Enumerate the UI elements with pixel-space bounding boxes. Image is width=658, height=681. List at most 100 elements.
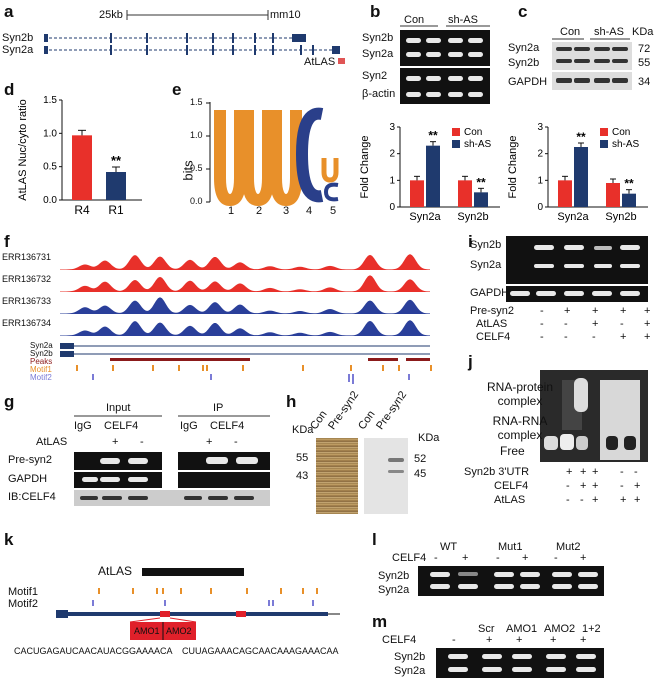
cond-mark: - — [564, 331, 568, 343]
bar — [72, 135, 92, 200]
y-axis-label: Fold Change — [359, 136, 371, 199]
western-blot — [552, 72, 632, 90]
position-label: 1 — [228, 205, 235, 217]
motif-logo — [206, 102, 339, 207]
tick-label: 0.5 — [43, 162, 57, 173]
coverage-track — [60, 275, 430, 292]
bar — [474, 192, 488, 207]
cond-label: CELF4 — [382, 634, 417, 646]
col-label: CELF4 — [210, 420, 245, 432]
col-label: Pre-syn2 — [374, 389, 410, 432]
feature-label: Peaks — [30, 357, 53, 366]
group-label: Mut2 — [556, 541, 581, 553]
category-label: Syn2a — [409, 211, 441, 223]
panel-label: f — [4, 232, 10, 251]
significance-mark: ** — [428, 129, 438, 143]
position-label: 5 — [330, 205, 337, 217]
legend-label: sh-AS — [464, 139, 492, 150]
lnc-label: AtLAS — [304, 56, 336, 68]
row-label: Pre-syn2 — [8, 454, 53, 466]
cond-mark: - — [566, 494, 570, 506]
row-label: Syn2b — [378, 570, 410, 582]
gel-image — [506, 236, 648, 284]
row-label: Syn2a — [378, 584, 410, 596]
category-label: R1 — [108, 203, 124, 217]
bar — [106, 172, 126, 200]
complex-label: Free — [500, 444, 525, 458]
kda-marker: 45 — [414, 468, 427, 480]
kda-marker: 34 — [638, 76, 651, 88]
kda-marker: 55 — [296, 452, 309, 464]
category-label: Syn2b — [605, 211, 636, 223]
cond-mark: + — [634, 480, 641, 492]
panel-label: k — [4, 530, 14, 549]
cond-mark: + — [592, 494, 599, 506]
col-label: Con — [560, 26, 581, 38]
cond-mark: - — [620, 318, 624, 330]
cond-mark: + — [620, 494, 627, 506]
feature-label: Syn2a — [30, 341, 53, 350]
track-label: ERR136731 — [2, 252, 52, 262]
col-label: CELF4 — [104, 420, 139, 432]
tick-label: 0 — [389, 202, 395, 213]
tick-label: 0.0 — [190, 196, 203, 206]
cond-mark: + — [644, 318, 651, 330]
panel-label: g — [4, 392, 15, 411]
cond-mark: + — [550, 634, 557, 646]
feature-label: Motif2 — [30, 373, 52, 382]
cond-mark: + — [592, 305, 599, 317]
col-label: IgG — [74, 420, 92, 432]
col-label: sh-AS — [448, 14, 478, 26]
coverage-track — [60, 320, 430, 336]
track-label: ERR136732 — [2, 274, 52, 284]
position-label: 4 — [306, 205, 313, 217]
cond-label: AtLAS — [476, 318, 508, 330]
tick-label: 3 — [389, 122, 395, 133]
kda-marker: 43 — [296, 470, 309, 482]
gene-structure-diagram — [44, 10, 345, 64]
tick-label: 1.0 — [43, 128, 57, 139]
gel-image — [74, 452, 162, 470]
cond-mark: - — [540, 318, 544, 330]
cond-mark: - — [580, 494, 584, 506]
gene-structure-diagram — [56, 568, 340, 640]
position-label: 2 — [256, 205, 263, 217]
cond-label: Pre-syn2 — [470, 305, 515, 317]
row-label: Syn2a — [508, 42, 540, 54]
row-label: Syn2b — [470, 239, 502, 251]
row-label: Syn2a — [362, 48, 394, 60]
significance-mark: ** — [624, 177, 634, 191]
bar — [410, 180, 424, 207]
gel-image — [400, 30, 490, 66]
significance-mark: ** — [111, 153, 122, 168]
genome-label: mm10 — [270, 9, 301, 21]
row-label: GAPDH — [470, 287, 510, 299]
cond-mark: + — [580, 466, 587, 478]
cond-mark: - — [554, 552, 558, 564]
cond-mark: + — [580, 634, 587, 646]
col-label: sh-AS — [594, 26, 624, 38]
unit-label: KDa — [632, 26, 654, 38]
motif-label: Motif1 — [8, 586, 38, 598]
bar — [622, 193, 636, 207]
tick-label: 0.5 — [190, 163, 203, 173]
cond-label: CELF4 — [494, 480, 529, 492]
silver-stain-gel — [316, 438, 358, 514]
panel-label: j — [468, 352, 473, 371]
western-blot — [364, 438, 408, 514]
group-label: IP — [213, 402, 224, 414]
cond-mark: - — [620, 466, 624, 478]
tick-label: 2 — [537, 149, 543, 160]
gel-image — [418, 566, 604, 596]
panel-label: b — [370, 2, 381, 21]
coverage-track — [60, 297, 430, 314]
bar — [606, 183, 620, 207]
track-label: ERR136733 — [2, 296, 52, 306]
amo-label: AMO2 — [166, 626, 192, 636]
cond-mark: + — [486, 634, 493, 646]
nuc-cyto-chart: 0.0 0.5 1.0 1.5 AtLAS Nuc/cyto ratio R4 ** R1 — [17, 95, 142, 217]
tick-label: 0 — [537, 202, 543, 213]
feature-label: Motif1 — [30, 365, 52, 374]
